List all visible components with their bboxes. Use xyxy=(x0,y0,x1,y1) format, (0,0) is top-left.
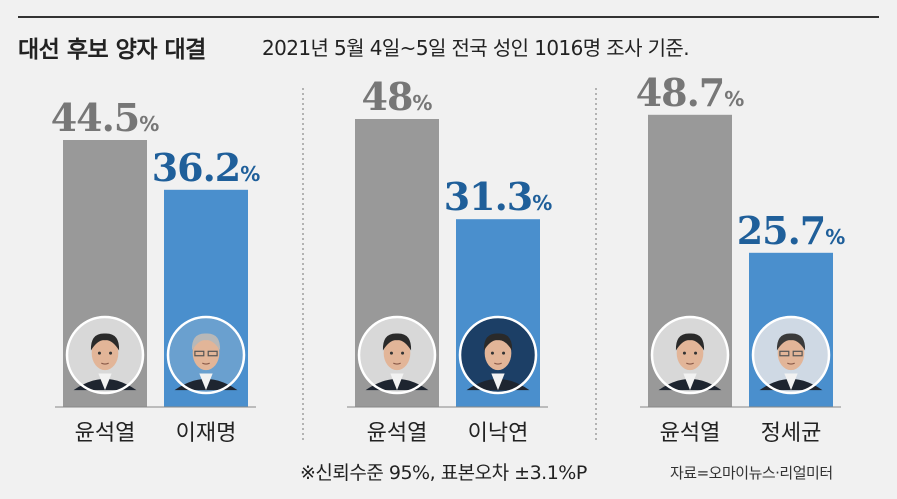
source-note: 자료=오마이뉴스·리얼미터 xyxy=(670,464,833,482)
candidate-photo xyxy=(166,315,246,395)
data-label: 31.3% xyxy=(444,174,553,219)
candidate-name-label: 이낙연 xyxy=(468,421,529,446)
candidate-photo xyxy=(751,315,831,395)
chart-title: 대선 후보 양자 대결 xyxy=(18,37,206,63)
candidate-name-label: 윤석열 xyxy=(367,421,428,446)
data-label: 36.2% xyxy=(152,145,261,190)
data-label: 48% xyxy=(362,74,433,119)
candidate-name-label: 윤석열 xyxy=(660,421,721,446)
candidate-name-label: 정세균 xyxy=(761,421,822,446)
data-label: 48.7% xyxy=(636,70,745,115)
chart-subtitle: 2021년 5월 4일~5일 전국 성인 1016명 조사 기준. xyxy=(262,36,690,60)
data-label: 44.5% xyxy=(51,95,160,140)
candidate-photo xyxy=(650,315,730,395)
candidate-photo xyxy=(357,315,437,395)
candidate-photo xyxy=(458,315,538,395)
footnote: ※신뢰수준 95%, 표본오차 ±3.1%P xyxy=(300,462,587,484)
candidate-name-label: 이재명 xyxy=(176,421,237,446)
candidate-photo xyxy=(65,315,145,395)
top-rule xyxy=(18,16,879,18)
data-label: 25.7% xyxy=(737,208,846,253)
candidate-name-label: 윤석열 xyxy=(75,421,136,446)
